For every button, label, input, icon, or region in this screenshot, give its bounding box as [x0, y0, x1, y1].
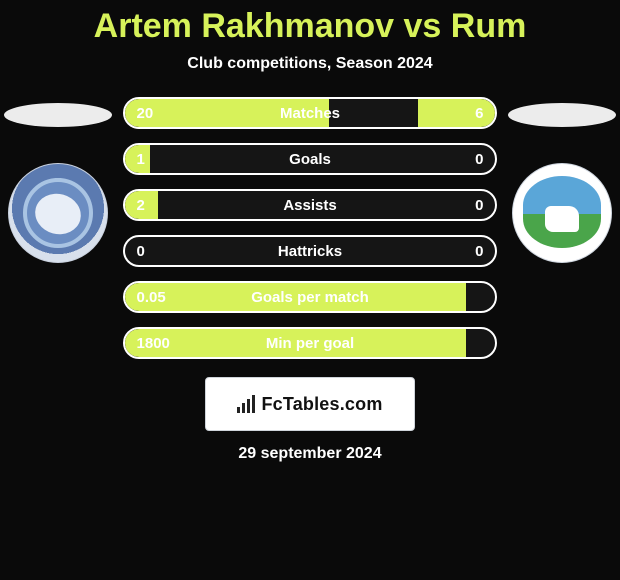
stat-value-right: 0 [435, 151, 495, 168]
stat-value-right: 0 [435, 243, 495, 260]
player-photo-placeholder [508, 103, 616, 127]
stat-bar: 2Assists0 [123, 189, 498, 221]
right-player-column [507, 97, 616, 263]
stat-bars: 20Matches61Goals02Assists00Hattricks00.0… [123, 97, 498, 359]
source-label: FcTables.com [261, 394, 382, 415]
stat-bar: 0Hattricks0 [123, 235, 498, 267]
player-photo-placeholder [4, 103, 112, 127]
stat-bar: 1800Min per goal [123, 327, 498, 359]
stat-label: Min per goal [185, 335, 436, 352]
stat-label: Assists [185, 197, 436, 214]
stat-value-left: 1800 [125, 335, 185, 352]
fctables-icon [237, 395, 255, 413]
comparison-row: 20Matches61Goals02Assists00Hattricks00.0… [0, 97, 620, 359]
stat-label: Hattricks [185, 243, 436, 260]
stat-value-left: 0.05 [125, 289, 185, 306]
club-crest-right [512, 163, 612, 263]
stat-label: Goals per match [185, 289, 436, 306]
stat-bar: 20Matches6 [123, 97, 498, 129]
stat-value-left: 20 [125, 105, 185, 122]
stat-value-right: 6 [435, 105, 495, 122]
stat-value-right: 0 [435, 197, 495, 214]
page-title: Artem Rakhmanov vs Rum [0, 8, 620, 45]
source-badge: FcTables.com [205, 377, 415, 431]
stat-label: Matches [185, 105, 436, 122]
stat-label: Goals [185, 151, 436, 168]
stat-value-left: 1 [125, 151, 185, 168]
club-crest-left [8, 163, 108, 263]
stat-bar: 0.05Goals per match [123, 281, 498, 313]
stat-value-left: 2 [125, 197, 185, 214]
stat-value-left: 0 [125, 243, 185, 260]
stat-bar: 1Goals0 [123, 143, 498, 175]
subtitle: Club competitions, Season 2024 [0, 55, 620, 73]
snapshot-date: 29 september 2024 [0, 445, 620, 463]
left-player-column [4, 97, 113, 263]
